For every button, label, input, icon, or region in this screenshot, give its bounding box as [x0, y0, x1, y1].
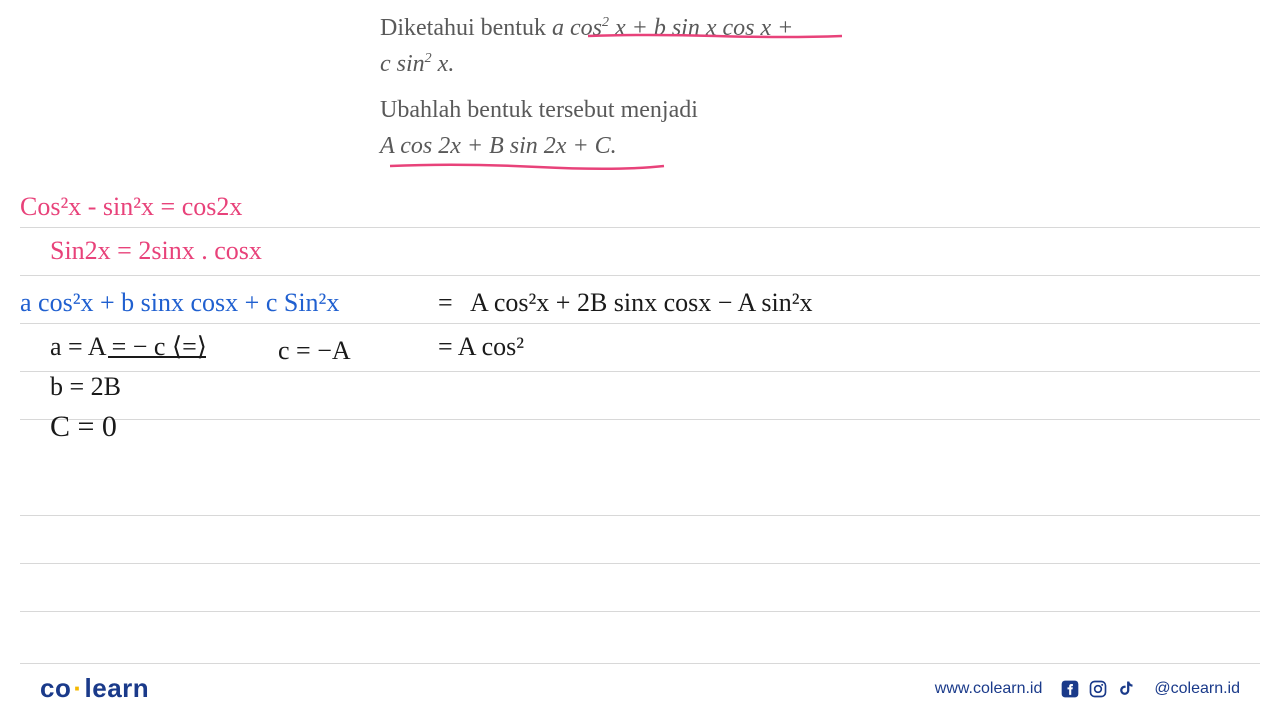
instagram-icon	[1088, 679, 1108, 699]
hw-identity-1: Cos²x - sin²x = cos2x	[20, 192, 242, 222]
problem-text-1a: Diketahui bentuk	[380, 15, 552, 41]
footer-handle: @colearn.id	[1154, 680, 1240, 698]
hw-equation-right-2: = A cos²	[438, 332, 524, 362]
logo-learn: learn	[85, 673, 150, 703]
problem-line-3: Ubahlah bentuk tersebut menjadi	[380, 92, 1080, 128]
notebook-row	[20, 564, 1260, 612]
hw-equation-left: a cos²x + b sinx cosx + c Sin²x	[20, 288, 339, 318]
hw-equals-1: =	[438, 288, 453, 318]
footer-url: www.colearn.id	[935, 680, 1043, 698]
notebook-row: b = 2B	[20, 372, 1260, 420]
problem-math-2: c sin2 x.	[380, 51, 454, 77]
notebook-row	[20, 516, 1260, 564]
problem-line-1: Diketahui bentuk a cos2 x + b sin x cos …	[380, 10, 1080, 46]
problem-math-4: A cos 2x + B sin 2x + C.	[380, 133, 617, 159]
hw-sol-c: c = −A	[278, 336, 351, 366]
notebook-row: a = A = − c ⟨=⟩ c = −A = A cos²	[20, 324, 1260, 372]
social-icons	[1060, 679, 1136, 699]
notebook-area: Cos²x - sin²x = cos2x Sin2x = 2sinx . co…	[20, 180, 1260, 660]
notebook-row	[20, 468, 1260, 516]
hw-identity-2: Sin2x = 2sinx . cosx	[50, 236, 262, 266]
footer: co·learn www.colearn.id @colearn.id	[0, 673, 1280, 704]
notebook-row: Cos²x - sin²x = cos2x	[20, 180, 1260, 228]
notebook-row: C = 0	[20, 420, 1260, 468]
brand-logo: co·learn	[40, 673, 149, 704]
notebook-row	[20, 612, 1260, 660]
underline-red-1	[586, 32, 844, 40]
notebook-row: Sin2x = 2sinx . cosx	[20, 228, 1260, 276]
problem-line-4: A cos 2x + B sin 2x + C.	[380, 128, 1080, 164]
hw-sol-cap-c: C = 0	[50, 410, 117, 444]
footer-rule	[20, 663, 1260, 664]
footer-right: www.colearn.id @colearn.id	[935, 679, 1240, 699]
facebook-icon	[1060, 679, 1080, 699]
hw-sol-b: b = 2B	[50, 372, 121, 402]
tiktok-icon	[1116, 679, 1136, 699]
logo-dot: ·	[71, 673, 84, 703]
notebook-row: a cos²x + b sinx cosx + c Sin²x = A cos²…	[20, 276, 1260, 324]
underline-red-2	[388, 161, 668, 173]
problem-line-2: c sin2 x.	[380, 46, 1080, 82]
hw-sol-a: a = A = − c ⟨=⟩	[50, 332, 207, 362]
problem-statement: Diketahui bentuk a cos2 x + b sin x cos …	[380, 0, 1080, 164]
hw-equation-right: A cos²x + 2B sinx cosx − A sin²x	[470, 288, 813, 318]
logo-co: co	[40, 673, 71, 703]
